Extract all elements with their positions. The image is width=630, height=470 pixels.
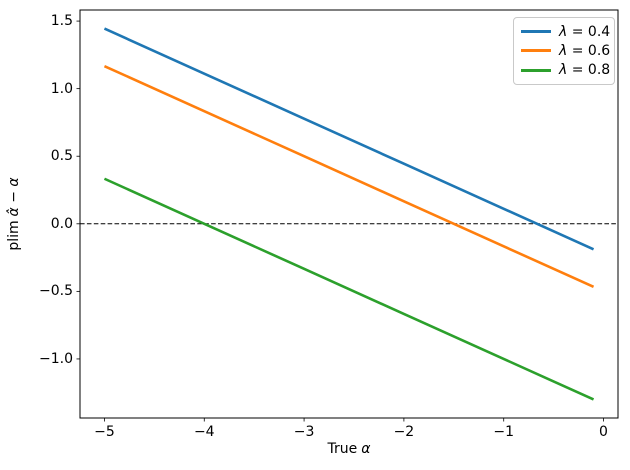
x-tick-label: −4 (193, 424, 215, 440)
x-axis-label-text: True (327, 441, 358, 457)
x-tick-label: −3 (293, 424, 315, 440)
legend-item: λ = 0.4 (521, 22, 611, 41)
legend-item: λ = 0.6 (521, 41, 611, 60)
legend-line-swatch (521, 30, 551, 34)
series-line-2 (103, 177, 595, 401)
y-tick-label: 1.0 (50, 80, 73, 97)
legend-item: λ = 0.8 (521, 61, 611, 80)
legend-item-label: λ = 0.8 (559, 62, 611, 79)
x-tick-label: 0 (599, 424, 608, 440)
y-axis-label-symbol: α̂ − α (6, 177, 22, 217)
x-tick-label: −1 (493, 424, 515, 440)
y-tick-label: −1.0 (39, 350, 73, 367)
x-tick-label: −5 (94, 424, 115, 440)
y-tick-label: 0.5 (50, 148, 73, 165)
legend: λ = 0.4 λ = 0.6 λ = 0.8 (513, 17, 615, 85)
y-tick-label: 1.5 (50, 13, 73, 30)
y-tick-label: −0.5 (39, 283, 73, 300)
y-tick-label: 0.0 (50, 215, 73, 232)
y-axis-label: plim α̂ − α (6, 177, 22, 250)
legend-item-label: λ = 0.6 (559, 42, 611, 59)
x-axis-label: True α (328, 441, 371, 457)
series-line-0 (103, 27, 595, 251)
y-axis-label-text: plim (6, 220, 22, 251)
legend-item-label: λ = 0.4 (559, 23, 611, 40)
series-line-1 (103, 64, 595, 289)
plot-border (79, 9, 619, 419)
x-axis-label-symbol: α (361, 441, 371, 457)
x-tick-label: −2 (393, 424, 415, 440)
legend-line-swatch (521, 49, 551, 53)
legend-line-swatch (521, 68, 551, 72)
